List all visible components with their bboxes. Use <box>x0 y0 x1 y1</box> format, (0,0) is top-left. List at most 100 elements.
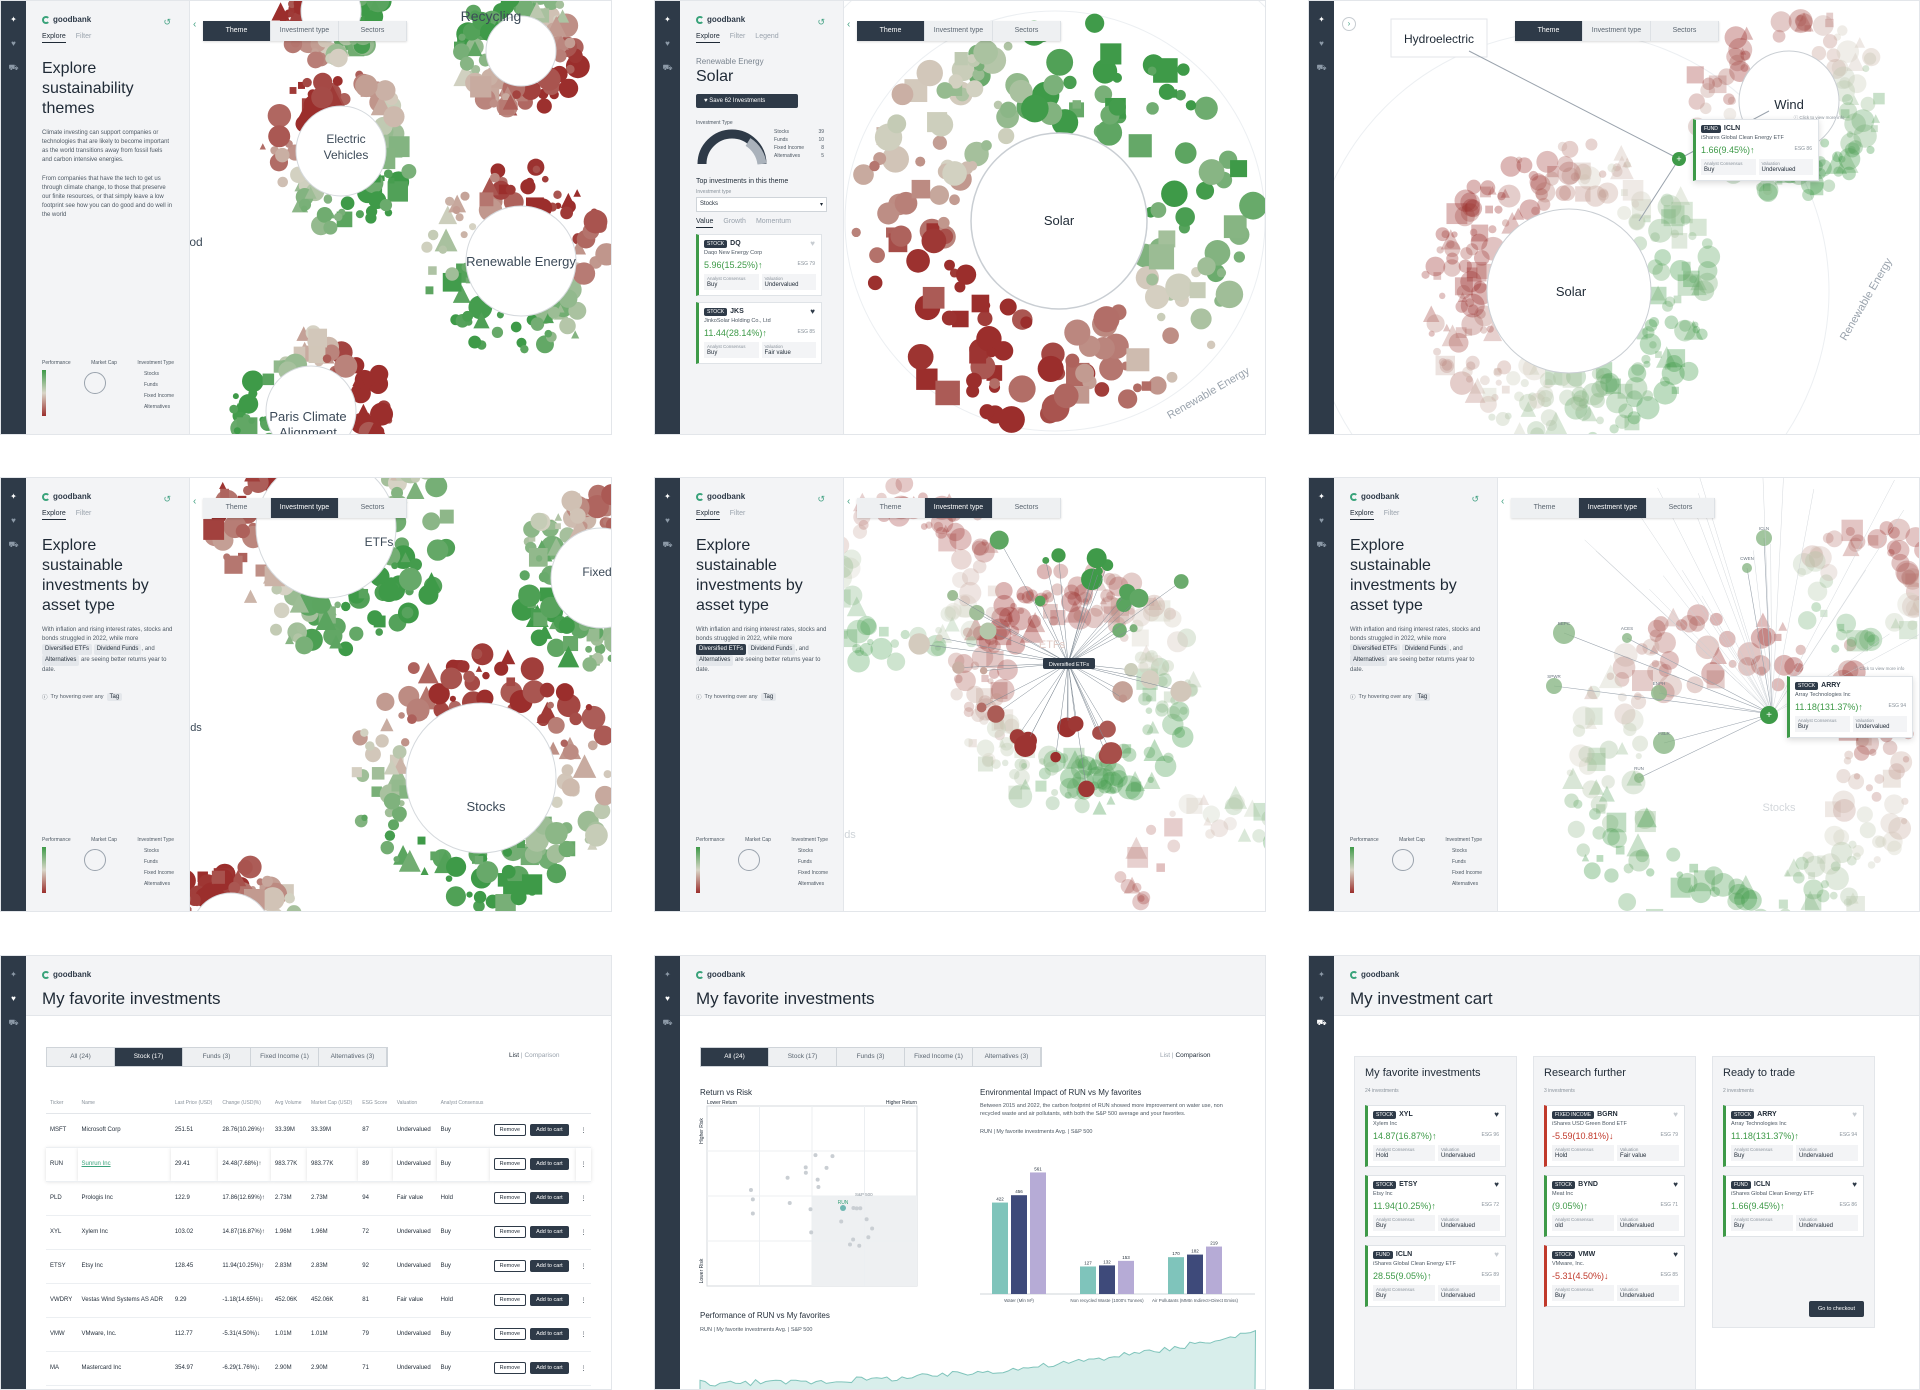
cart-card-xyl[interactable]: ♥ STOCK XYL Xylem Inc 14.87(16.87%)↑ ESG 96 An… <box>1365 1105 1506 1167</box>
tab-sectors[interactable]: Sectors <box>993 498 1061 518</box>
heart-icon[interactable]: ♥ <box>1852 1180 1857 1189</box>
cart-card-icln[interactable]: ♥ FUND ICLN iShares Global Clean Energy ETF… <box>1365 1245 1506 1307</box>
tag-diversified-etfs[interactable]: Diversified ETFs <box>42 644 93 655</box>
more-icon[interactable]: ⋮ <box>576 1283 591 1318</box>
tab-sectors[interactable]: Sectors <box>339 21 407 41</box>
remove-button[interactable]: Remove <box>493 1226 527 1238</box>
tag-dividend-funds[interactable]: Dividend Funds <box>1401 644 1450 655</box>
hover-card-arry[interactable]: STOCK ARRY Array Technologies Inc 11.18(1… <box>1787 676 1913 738</box>
tab-stock[interactable]: Stock (17) <box>769 1048 837 1066</box>
more-icon[interactable]: ⋮ <box>576 1181 591 1216</box>
column-header[interactable]: Name <box>77 1093 171 1114</box>
tag-alternatives[interactable]: Alternatives <box>696 655 734 666</box>
tab-theme[interactable]: Theme <box>857 21 925 41</box>
reset-icon[interactable]: ↺ <box>817 494 825 504</box>
heart-icon[interactable]: ♥ <box>665 994 670 1003</box>
column-header[interactable] <box>489 1093 577 1114</box>
remove-button[interactable]: Remove <box>493 1260 527 1272</box>
checkout-button[interactable]: Go to checkout <box>1809 1301 1864 1317</box>
column-header[interactable] <box>576 1093 591 1114</box>
tab-theme[interactable]: Theme <box>203 498 271 518</box>
save-button[interactable]: ♥ Save 62 Investments <box>696 94 798 108</box>
more-icon[interactable]: ⋮ <box>576 1215 591 1250</box>
tab-growth[interactable]: Growth <box>723 218 746 225</box>
tab-funds[interactable]: Funds (3) <box>837 1048 905 1066</box>
column-header[interactable]: Market Cap (USD) <box>306 1093 359 1114</box>
tab-filter[interactable]: Filter <box>729 510 746 517</box>
remove-button[interactable]: Remove <box>493 1192 527 1204</box>
heart-icon[interactable]: ♥ <box>11 39 16 48</box>
cart-icon[interactable]: ⛟ <box>8 540 19 549</box>
cart-card-vmw[interactable]: ♥ STOCK VMW VMware, Inc. -5.31(4.50%)↓ ESG 85… <box>1544 1245 1685 1307</box>
reset-icon[interactable]: ↺ <box>163 494 171 504</box>
heart-icon[interactable]: ♥ <box>810 239 815 248</box>
column-header[interactable]: Ticker <box>46 1093 78 1114</box>
compass-icon[interactable]: ✦ <box>664 15 671 24</box>
tab-sectors[interactable]: Sectors <box>993 21 1061 41</box>
cart-card-arry[interactable]: ♥ STOCK ARRY Array Technologies Inc 11.18(13… <box>1723 1105 1864 1167</box>
tab-alternatives[interactable]: Alternatives (3) <box>319 1048 387 1066</box>
table-row[interactable]: XYL Xylem Inc 103.02 14.87(16.87%)↑ 1.96M 1.9… <box>46 1215 591 1250</box>
add-to-cart-button[interactable]: Add to cart <box>530 1294 569 1306</box>
more-icon[interactable]: ⋮ <box>576 1113 591 1148</box>
tab-investment-type[interactable]: Investment type <box>925 21 993 41</box>
tab-investment-type[interactable]: Investment type <box>271 498 339 518</box>
tab-legend[interactable]: Legend <box>755 33 779 40</box>
reset-icon[interactable]: ↺ <box>817 17 825 27</box>
investment-type-select[interactable]: Stocks ▾ <box>696 197 827 212</box>
collapse-icon[interactable]: ‹ <box>847 19 851 30</box>
compass-icon[interactable]: ✦ <box>1318 492 1325 501</box>
tab-theme[interactable]: Theme <box>1511 498 1579 518</box>
cart-icon[interactable]: ⛟ <box>662 1018 673 1027</box>
more-icon[interactable]: ⋮ <box>576 1317 591 1352</box>
table-cell[interactable]: Xylem Inc <box>77 1215 171 1250</box>
investment-card-dq[interactable]: ♥ STOCK DQ Daqo New Energy Corp 5.96(15.2… <box>696 234 822 296</box>
tab-explore[interactable]: Explore <box>696 510 720 520</box>
cart-card-bynd[interactable]: ♥ STOCK BYND Meat Inc (9.05%)↑ ESG 71 Analyst … <box>1544 1175 1685 1237</box>
table-row[interactable]: MA Mastercard Inc 354.97 -6.29(1.76%)↓ 2.90M… <box>46 1351 591 1386</box>
compass-icon[interactable]: ✦ <box>10 492 17 501</box>
cart-icon[interactable]: ⛟ <box>662 540 673 549</box>
tag-diversified-etfs[interactable]: Diversified ETFs <box>696 644 747 655</box>
tab-investment-type[interactable]: Investment type <box>925 498 993 518</box>
table-cell[interactable]: Prologis Inc <box>77 1181 171 1216</box>
view-toggle[interactable]: List | Comparison <box>1160 1052 1211 1059</box>
more-icon[interactable]: ⋮ <box>576 1249 591 1284</box>
compass-icon[interactable]: ✦ <box>10 970 17 979</box>
remove-button[interactable]: Remove <box>493 1362 527 1374</box>
heart-icon[interactable]: ♥ <box>810 307 815 316</box>
column-header[interactable]: ESG Score <box>358 1093 393 1114</box>
tab-theme[interactable]: Theme <box>857 498 925 518</box>
tab-investment-type[interactable]: Investment type <box>1583 21 1651 41</box>
remove-button[interactable]: Remove <box>493 1158 527 1170</box>
add-to-cart-button[interactable]: Add to cart <box>530 1260 569 1272</box>
column-header[interactable]: Change (USD|%) <box>218 1093 271 1114</box>
heart-icon[interactable]: ♥ <box>1673 1180 1678 1189</box>
column-header[interactable]: Last Price (USD) <box>170 1093 219 1114</box>
tab-explore[interactable]: Explore <box>42 33 66 43</box>
tag-alternatives[interactable]: Alternatives <box>42 655 80 666</box>
heart-icon[interactable]: ♥ <box>1673 1250 1678 1259</box>
reset-icon[interactable]: ↺ <box>163 17 171 27</box>
heart-icon[interactable]: ♥ <box>1852 1110 1857 1119</box>
heart-icon[interactable]: ♥ <box>11 994 16 1003</box>
investment-card-jks[interactable]: ♥ STOCK JKS JinkoSolar Holding Co., Ltd 1… <box>696 302 822 364</box>
heart-icon[interactable]: ♥ <box>11 516 16 525</box>
view-toggle[interactable]: List | Comparison <box>509 1052 560 1059</box>
tab-explore[interactable]: Explore <box>1350 510 1374 520</box>
column-header[interactable]: Valuation <box>392 1093 437 1114</box>
table-row[interactable]: VWDRY Vestas Wind Systems AS ADR 9.29 -1.18… <box>46 1283 591 1318</box>
tab-theme[interactable]: Theme <box>203 21 271 41</box>
tab-stock[interactable]: Stock (17) <box>115 1048 183 1066</box>
column-header[interactable]: Avg Volume <box>270 1093 307 1114</box>
cart-icon[interactable]: ⛟ <box>662 63 673 72</box>
reset-icon[interactable]: ↺ <box>1471 494 1479 504</box>
tab-filter[interactable]: Filter <box>1383 510 1400 517</box>
tab-theme[interactable]: Theme <box>1515 21 1583 41</box>
table-cell[interactable]: Etsy Inc <box>77 1249 171 1284</box>
table-cell[interactable]: Vestas Wind Systems AS ADR <box>77 1283 171 1318</box>
